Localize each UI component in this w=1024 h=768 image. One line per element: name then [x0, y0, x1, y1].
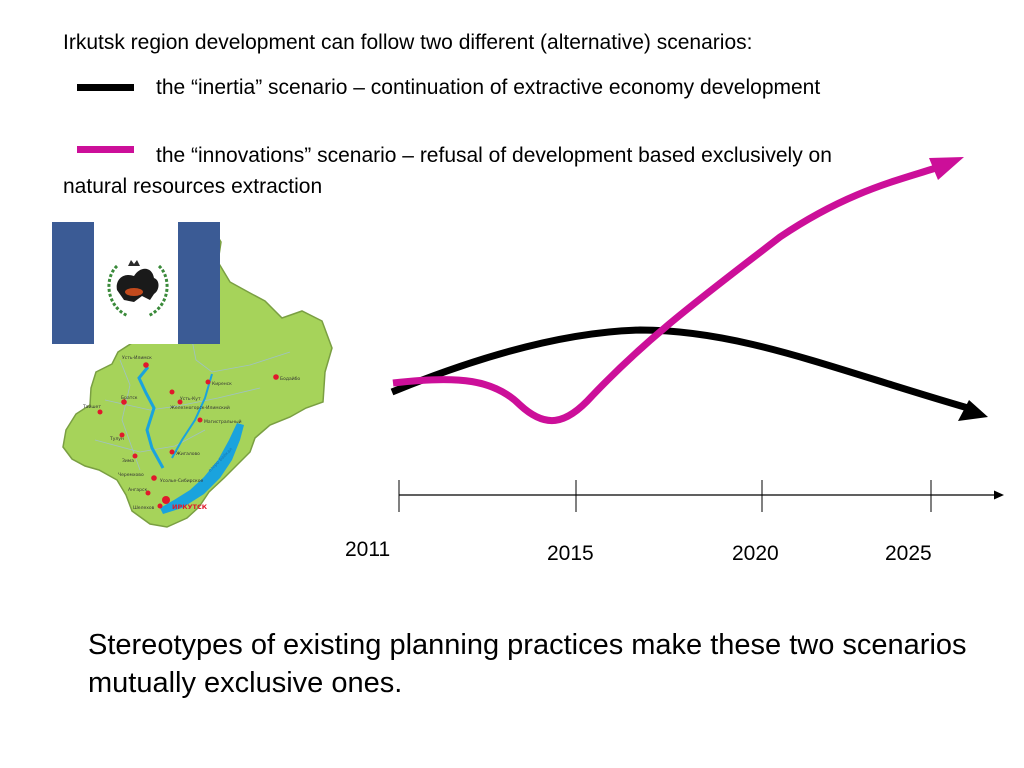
conclusion-text: Stereotypes of existing planning practic… [88, 629, 967, 699]
map-label: Бодайбо [280, 375, 300, 382]
map-label: Жигалово [176, 451, 200, 457]
legend-swatch-inertia [77, 84, 134, 91]
lena-river [171, 373, 213, 459]
inertia-scenario-curve [390, 326, 988, 421]
axis-arrowhead [994, 490, 1004, 500]
map-label: Шелехов [133, 505, 155, 511]
map-label: Усть-Илимск [122, 355, 152, 361]
legend-label-innovations: the “innovations” scenario – refusal of … [63, 144, 832, 198]
inertia-arrowhead [958, 400, 988, 421]
map-label: Тайшет [82, 403, 101, 410]
map-label: Черемхово [118, 472, 144, 478]
map-label: Киренск [212, 381, 232, 387]
year-label-2025: 2025 [885, 542, 932, 565]
innovations-scenario-curve [392, 157, 964, 424]
heading: Irkutsk region development can follow tw… [63, 31, 753, 54]
map-label: Усть-Кут [180, 396, 201, 402]
year-label-2011: 2011 [345, 538, 391, 561]
legend-swatch-innovations [77, 146, 134, 153]
angara-river [137, 366, 165, 469]
map-label: Тулун [109, 436, 124, 442]
map-label-capital: ИРКУТСК [172, 503, 208, 511]
lake-baikal [160, 423, 244, 514]
region-map: Усть-Илимск Братск Тайшет Тулун Зима Чер… [62, 223, 333, 528]
map-label: Магистральный [204, 418, 242, 425]
legend-label-inertia: the “inertia” scenario – continuation of… [156, 76, 821, 99]
year-label-2015: 2015 [547, 542, 594, 565]
region-flag [52, 222, 220, 344]
map-label: Железногорск-Илимский [170, 404, 230, 411]
map-label: Усолье-Сибирское [160, 478, 203, 484]
year-label-2020: 2020 [732, 542, 779, 565]
coat-of-arms-icon [107, 260, 169, 318]
map-label: Зима [122, 458, 134, 464]
innovations-arrowhead [929, 157, 964, 180]
timeline-axis [398, 480, 1004, 512]
map-label: Ангарск [128, 487, 147, 493]
map-label: Братск [121, 395, 138, 401]
